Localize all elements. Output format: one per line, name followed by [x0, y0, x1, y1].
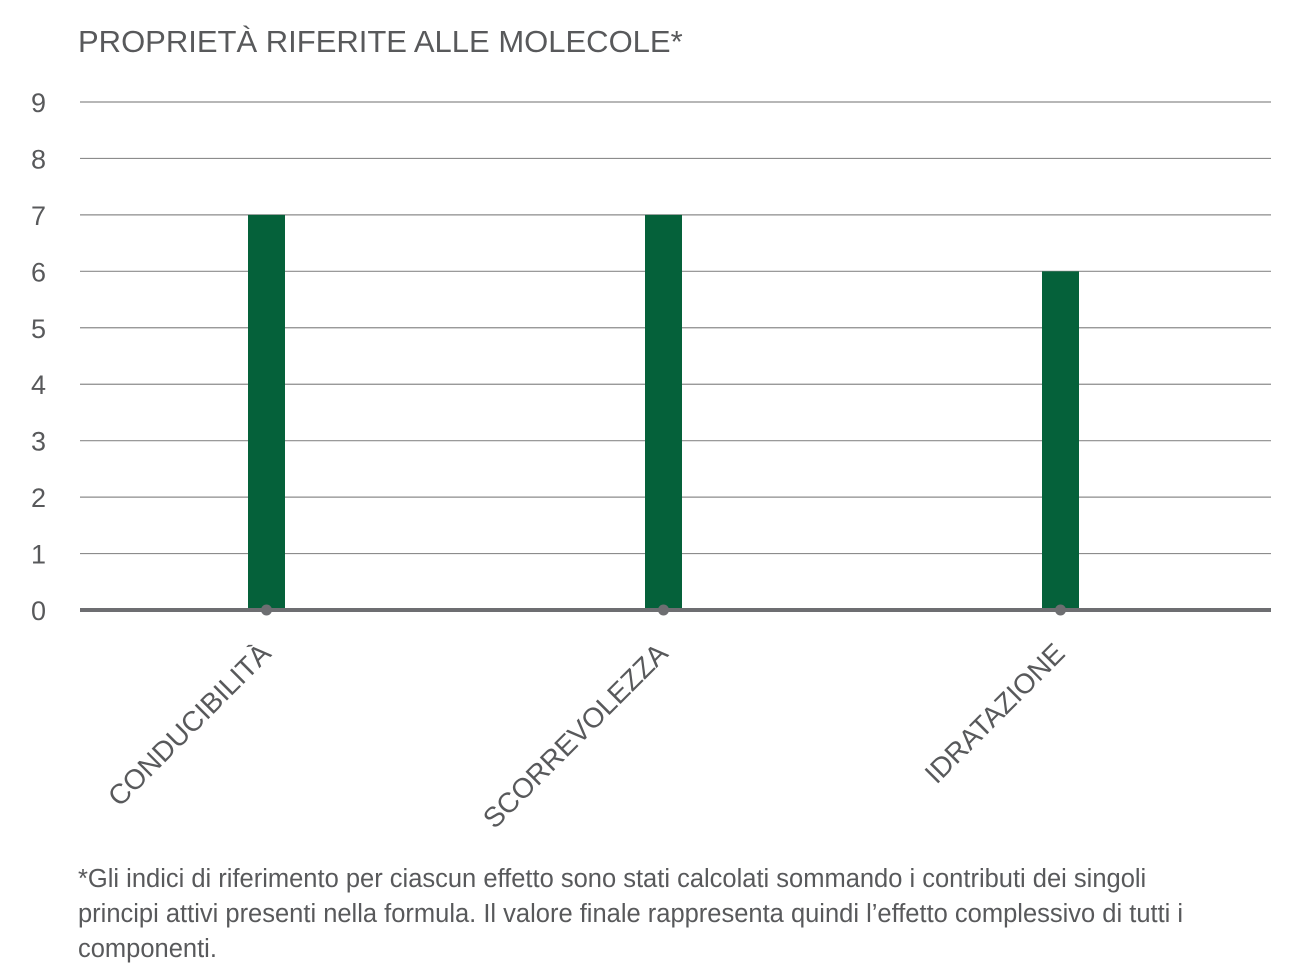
bar-conducibilità — [248, 214, 285, 610]
category-marker — [1055, 604, 1066, 616]
x-tick-label: CONDUCIBILITÀ — [102, 637, 277, 812]
x-tick-label: SCORREVOLEZZA — [477, 637, 674, 834]
footnote: *Gli indici di riferimento per ciascun e… — [78, 865, 1184, 963]
y-tick-label: 2 — [31, 483, 46, 513]
bars — [248, 214, 1079, 610]
y-axis-ticks: 0 1 2 3 4 5 6 7 8 9 — [31, 88, 46, 626]
bar-idratazione — [1042, 271, 1079, 610]
y-tick-label: 6 — [31, 257, 46, 287]
y-tick-label: 3 — [31, 427, 46, 457]
y-tick-label: 1 — [31, 540, 46, 570]
chart-title: PROPRIETÀ RIFERITE ALLE MOLECOLE* — [78, 24, 683, 59]
y-tick-label: 4 — [31, 370, 46, 400]
x-axis-labels: CONDUCIBILITÀ SCORREVOLEZZA IDRATAZIONE — [102, 637, 1071, 834]
y-tick-label: 8 — [31, 144, 46, 174]
y-tick-label: 0 — [31, 596, 46, 626]
category-marker — [261, 604, 272, 616]
bar-scorrevolezza — [645, 214, 682, 610]
category-markers — [261, 604, 1066, 616]
y-tick-label: 7 — [31, 201, 46, 231]
category-marker — [658, 604, 669, 616]
y-tick-label: 5 — [31, 314, 46, 344]
y-tick-label: 9 — [31, 88, 46, 118]
x-tick-label: IDRATAZIONE — [919, 637, 1071, 789]
